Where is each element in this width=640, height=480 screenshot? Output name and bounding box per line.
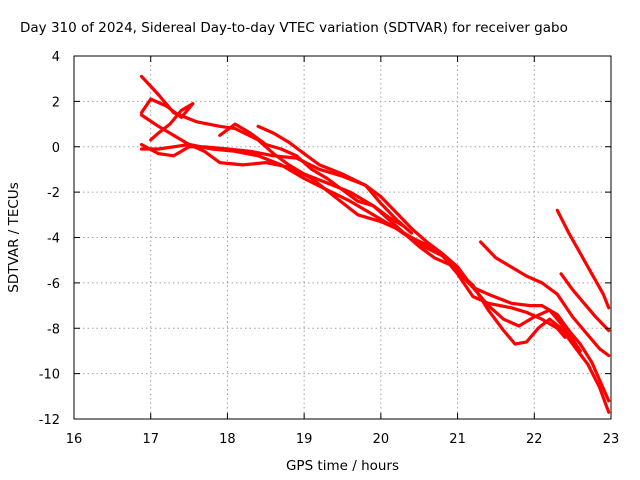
data-series-9 — [555, 208, 611, 310]
y-tick-label-8: -12 — [39, 413, 60, 428]
x-tick-label-2: 18 — [219, 432, 236, 447]
y-tick-label-5: -6 — [47, 277, 60, 292]
x-tick-label-6: 22 — [526, 432, 543, 447]
y-axis-ticks: 4 2 0 -2 -4 -6 -8 -10 -12 — [39, 50, 611, 428]
y-axis-label: SDTVAR / TECUs — [6, 182, 22, 292]
data-series-5 — [139, 142, 582, 353]
data-series-1 — [139, 74, 567, 339]
plot-frame — [73, 55, 612, 420]
x-axis-label: GPS time / hours — [286, 458, 399, 474]
x-tick-label-5: 21 — [449, 432, 466, 447]
data-traces — [139, 74, 611, 414]
chart-title: Day 310 of 2024, Sidereal Day-to-day VTE… — [20, 20, 568, 36]
data-series-7 — [256, 124, 414, 235]
data-series-3 — [139, 113, 611, 414]
x-axis-ticks: 16 17 18 19 20 21 22 23 — [66, 56, 620, 447]
x-tick-label-4: 20 — [373, 432, 390, 447]
data-series-6 — [218, 122, 406, 228]
grid-lines — [74, 56, 611, 419]
x-tick-label-7: 23 — [603, 432, 620, 447]
data-series-4 — [139, 142, 611, 403]
data-series-10 — [559, 272, 611, 333]
y-tick-label-1: 2 — [52, 95, 60, 110]
y-tick-label-4: -4 — [47, 232, 60, 247]
data-series-8 — [479, 240, 611, 358]
y-tick-label-2: 0 — [52, 141, 60, 156]
y-tick-label-0: 4 — [52, 50, 60, 65]
x-tick-label-1: 17 — [142, 432, 159, 447]
y-tick-label-6: -8 — [47, 322, 60, 337]
y-tick-label-3: -2 — [47, 186, 60, 201]
x-tick-label-0: 16 — [66, 432, 83, 447]
x-tick-label-3: 19 — [296, 432, 313, 447]
y-tick-label-7: -10 — [39, 368, 60, 383]
